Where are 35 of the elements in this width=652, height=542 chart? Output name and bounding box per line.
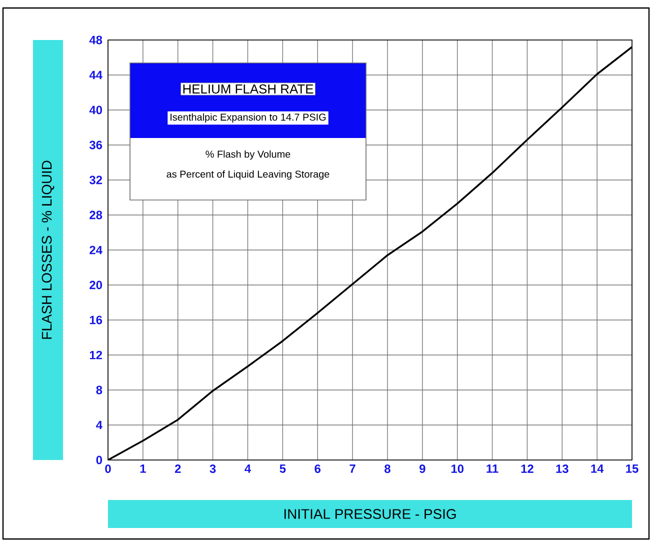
x-tick-label: 3 — [210, 464, 216, 473]
y-tick-label: 44 — [89, 70, 102, 80]
x-tick-label: 6 — [314, 464, 321, 473]
x-tick-label: 15 — [626, 464, 638, 473]
y-axis-title: FLASH LOSSES - % LIQUID — [42, 160, 54, 339]
y-tick-label: 28 — [90, 210, 102, 220]
x-tick-label: 10 — [451, 464, 464, 473]
y-tick-label: 24 — [90, 246, 102, 254]
x-tick-label: 0 — [105, 464, 111, 473]
x-tick-label: 5 — [280, 464, 286, 473]
y-tick-label: 32 — [89, 176, 102, 184]
x-tick-label: 2 — [174, 464, 181, 473]
x-tick-label: 1 — [140, 464, 146, 473]
y-tick-label: 4 — [96, 420, 102, 430]
y-tick-label: 48 — [89, 36, 102, 44]
annotation: as Percent of Liquid Leaving Storage — [166, 170, 330, 180]
x-tick-label: 13 — [556, 464, 568, 473]
x-tick-label: 12 — [521, 464, 534, 473]
text: HELIUM FLASH RATE — [183, 84, 314, 94]
x-tick-label: 4 — [244, 464, 251, 473]
text: Isenthalpic Expansion to 14.7 PSIG — [170, 113, 326, 123]
x-axis-title: INITIAL PRESSURE - PSIG — [284, 509, 456, 519]
annotation: % Flash by Volume — [206, 150, 290, 160]
y-tick-label: 0 — [96, 456, 102, 464]
y-tick-label: 8 — [96, 386, 102, 394]
x-tick-label: 7 — [350, 464, 356, 473]
x-tick-label: 8 — [384, 464, 390, 473]
y-tick-label: 20 — [90, 280, 102, 290]
x-tick-label: 11 — [486, 464, 498, 473]
y-tick-label: 36 — [89, 140, 102, 150]
y-tick-label: 12 — [90, 350, 102, 360]
x-tick-label: 9 — [420, 464, 426, 473]
x-tick-label: 14 — [591, 464, 604, 473]
y-tick-label: 16 — [90, 316, 102, 324]
y-tick-label: 40 — [89, 106, 102, 114]
